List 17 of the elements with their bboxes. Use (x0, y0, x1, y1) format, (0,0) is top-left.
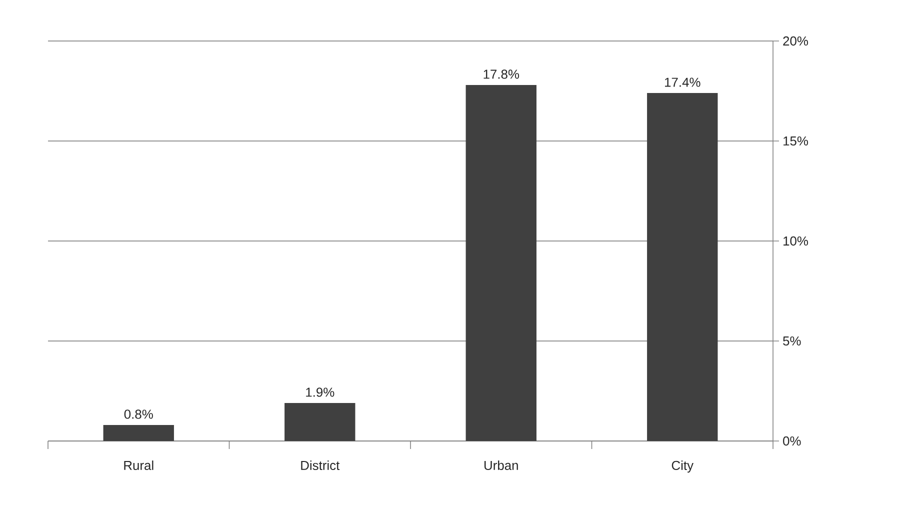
y-tick-label: 15% (784, 136, 808, 146)
data-label: 0.8% (124, 410, 153, 419)
bar (284, 403, 356, 441)
y-tick-label: 5% (783, 336, 801, 346)
y-tick-label: 0% (783, 436, 801, 446)
data-label: 17.8% (484, 70, 520, 79)
bar (466, 84, 536, 441)
x-tick-label: City (672, 460, 694, 473)
bar (103, 425, 174, 441)
y-tick-label: 10% (784, 236, 808, 246)
bar (647, 92, 718, 441)
data-label: 17.4% (665, 78, 700, 87)
x-tick-label: Rural (124, 460, 154, 470)
data-label: 1.9% (306, 388, 334, 397)
y-tick-label: 20% (783, 36, 808, 46)
x-tick-label: District (301, 460, 340, 470)
x-tick-label: Urban (484, 460, 518, 470)
